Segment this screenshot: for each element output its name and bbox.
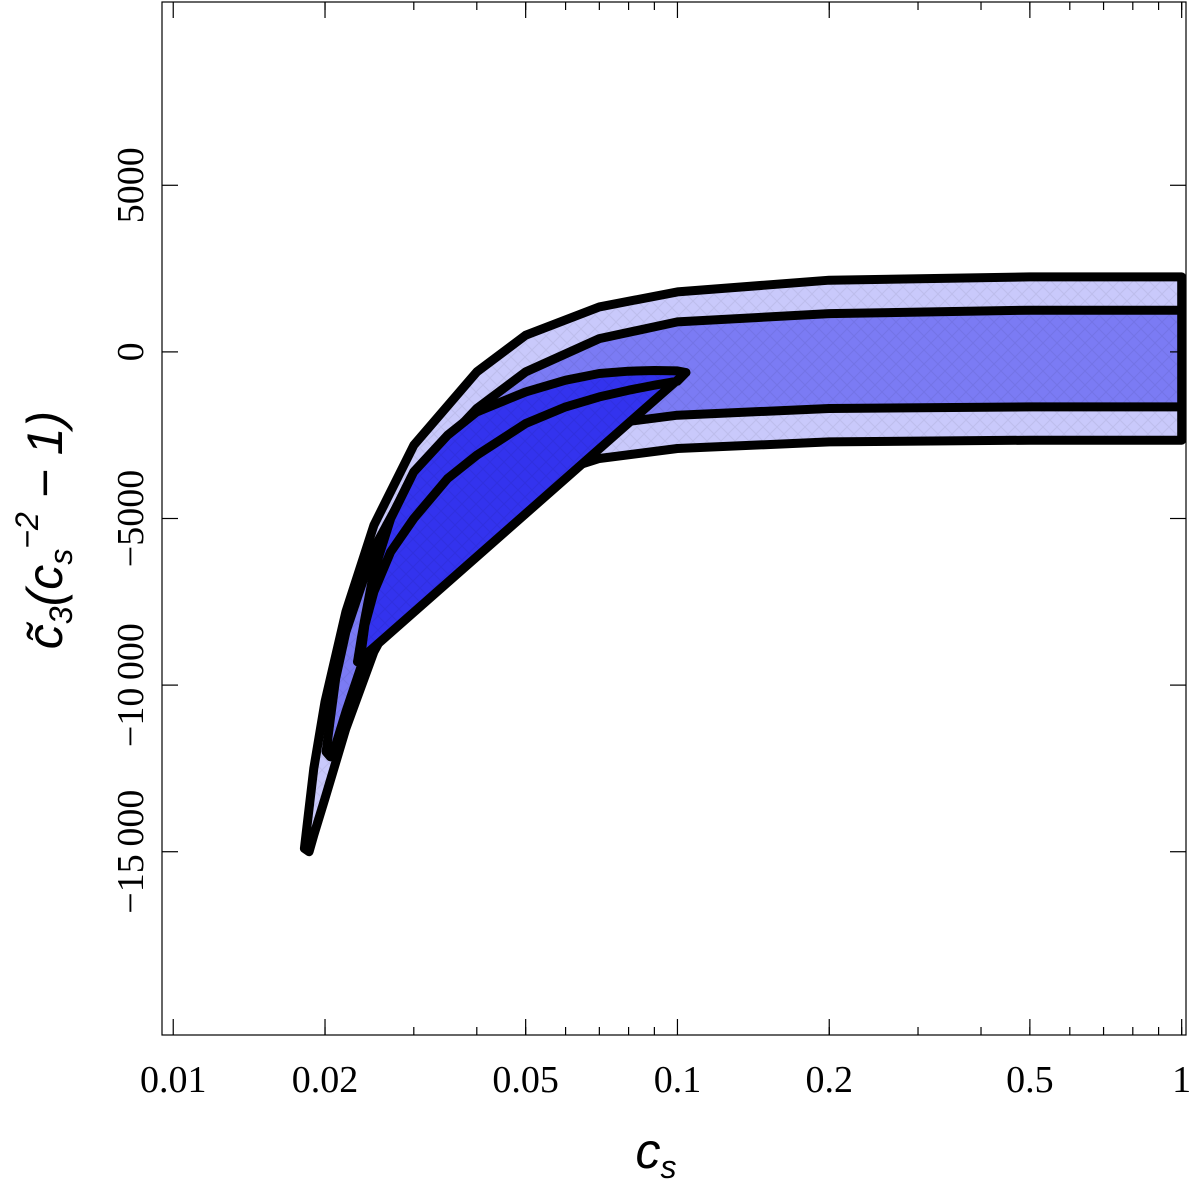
y-axis-label-sub2: s (43, 549, 79, 565)
x-axis-label: cs (636, 1123, 677, 1185)
y-axis-label-sup: −2 (9, 512, 45, 549)
y-tick-label: −10 000 (110, 623, 152, 747)
x-tick-label: 0.05 (492, 1059, 559, 1101)
x-tick-label: 0.2 (805, 1059, 853, 1101)
plot-frame (161, 1, 1187, 1036)
x-tick-label: 0.02 (292, 1059, 359, 1101)
x-axis-label-main: c (636, 1123, 661, 1179)
x-axis-label-sub: s (661, 1149, 677, 1185)
y-tick-label: −5000 (110, 470, 152, 567)
y-axis-label-main: c̃ (17, 621, 73, 649)
y-axis-label-rest: (c (17, 565, 73, 607)
y-tick-label: 5000 (110, 147, 152, 223)
y-tick-label: −15 000 (110, 790, 152, 914)
x-tick-label: 0.01 (140, 1059, 207, 1101)
x-tick-label: 0.5 (1006, 1059, 1054, 1101)
tick-labels: 0.01 0.02 0.05 0.1 0.2 0.5 1 5000 0 −5000 −10 000 −… (110, 147, 1191, 1101)
confidence-regions (299, 272, 1187, 857)
plot-border (161, 1, 1187, 1036)
region-inner-outline (353, 366, 691, 667)
y-tick-label: 0 (110, 342, 152, 361)
y-axis-label-sub: 3 (43, 606, 79, 624)
axis-ticks (162, 2, 1186, 1035)
x-tick-label: 1 (1172, 1059, 1191, 1101)
y-axis-label: c̃3(cs−2 − 1) (9, 411, 79, 649)
y-axis-label-end: − 1) (17, 411, 73, 512)
x-tick-label: 0.1 (654, 1059, 702, 1101)
